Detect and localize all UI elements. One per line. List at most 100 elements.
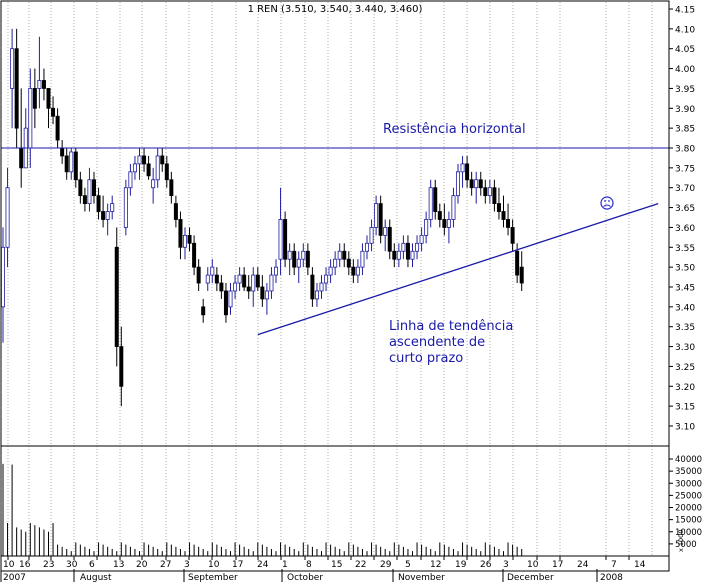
candle-body (310, 274, 315, 300)
date-tick-label: 3 (184, 560, 190, 570)
candle-body (506, 219, 511, 228)
date-tick-label: 19 (455, 560, 467, 570)
price-tick-label: 3.70 (675, 184, 695, 194)
candle-body (219, 282, 224, 292)
candle-body (82, 195, 87, 205)
candle-body (96, 195, 101, 212)
candle-body (246, 286, 251, 292)
date-tick-label: 10 (527, 560, 539, 570)
candle-body (305, 250, 310, 268)
price-axis: 4.15 4.10 4.05 4.00 3.95 3.90 3.85 3.80 3.75 3.70… (669, 6, 695, 433)
date-axis: 10 16 23 30 6 13 20 27 3 10 17 24 1 8 15 22 29 5 12 19 26 3 10… (0, 556, 646, 583)
date-tick-label: 29 (380, 560, 392, 570)
sad-face-mouth (603, 204, 611, 207)
candle-body (346, 258, 351, 268)
candle-body (392, 250, 397, 260)
candle-body (396, 250, 401, 260)
candle-body (19, 147, 24, 169)
candle-body (192, 242, 197, 268)
date-tick-label: 14 (634, 560, 646, 570)
candle-body (401, 242, 406, 252)
candle-body (374, 203, 379, 228)
candle-body (237, 274, 242, 284)
date-tick-label: 24 (577, 560, 589, 570)
candle-body (319, 282, 324, 292)
volume-tick-label: 25000 (675, 491, 702, 501)
candle-body (132, 163, 137, 173)
candle-body (155, 155, 160, 181)
candle-body (37, 80, 42, 89)
candle-body (214, 274, 219, 284)
date-tick-label: 30 (66, 560, 78, 570)
candle-body (260, 286, 265, 300)
price-tick-label: 3.15 (675, 403, 695, 413)
candle-body (292, 250, 297, 268)
candle-body (501, 211, 506, 220)
price-tick-label: 3.20 (675, 383, 695, 393)
candle-body (519, 266, 524, 284)
date-tick-label: 8 (306, 560, 312, 570)
candle-body (151, 179, 156, 189)
price-tick-label: 3.75 (675, 164, 695, 174)
candle-body (492, 187, 497, 204)
candle-body (201, 306, 206, 316)
candle-body (105, 211, 110, 220)
candle-body (269, 274, 274, 292)
period-label: 2007 (3, 573, 26, 582)
period-label: September (188, 573, 238, 582)
candle-body (410, 250, 415, 260)
volume-bars (2, 463, 523, 556)
candle-body (128, 171, 133, 189)
candle-body (137, 155, 142, 165)
date-tick-label: 20 (136, 560, 148, 570)
sad-face-icon (600, 196, 614, 210)
date-tick-label: 24 (257, 560, 269, 570)
candle-body (0, 246, 6, 308)
price-tick-label: 3.50 (675, 264, 695, 274)
price-tick-label: 3.90 (675, 105, 695, 115)
candle-body (5, 187, 10, 248)
date-tick-label: 5 (405, 560, 411, 570)
candle-body (469, 179, 474, 189)
candle-body (455, 171, 460, 197)
candle-body (510, 227, 515, 244)
price-tick-label: 3.10 (675, 423, 695, 433)
candle-body (32, 88, 37, 109)
candle-body (419, 234, 424, 244)
candle-body (51, 107, 56, 117)
candle-body (515, 250, 520, 276)
price-tick-label: 4.00 (675, 65, 695, 75)
candle-body (328, 266, 333, 276)
candle-body (205, 274, 210, 284)
date-tick-label: 12 (430, 560, 441, 570)
date-tick-label: 10 (3, 560, 15, 570)
volume-tick-label: 40000 (675, 455, 702, 465)
volume-tick-label: 20000 (675, 504, 702, 514)
candle-body (451, 195, 456, 220)
candle-body (41, 80, 46, 89)
candle-body (173, 203, 178, 220)
candle-body (69, 151, 74, 173)
price-tick-label: 3.80 (675, 145, 695, 155)
candle-body (228, 290, 233, 308)
trend-label-line-1: Linha de tendência (389, 319, 513, 334)
candle-body (364, 242, 369, 252)
candle-body (342, 250, 347, 260)
candle-body (296, 258, 301, 268)
date-tick-label: 23 (43, 560, 54, 570)
trend-label-line-2: ascendente de (389, 335, 485, 350)
candle-body (160, 155, 165, 165)
period-label: August (80, 573, 112, 582)
price-tick-label: 3.95 (675, 85, 695, 95)
candle-body (210, 266, 215, 276)
date-tick-label: 15 (331, 560, 342, 570)
date-tick-label: 17 (232, 560, 243, 570)
candle-body (146, 163, 151, 177)
candle-body (264, 290, 269, 300)
price-tick-label: 3.45 (675, 284, 695, 294)
volume-unit-label: x 1000 (677, 530, 685, 552)
candle-body (324, 274, 329, 284)
candle-body (55, 115, 60, 141)
